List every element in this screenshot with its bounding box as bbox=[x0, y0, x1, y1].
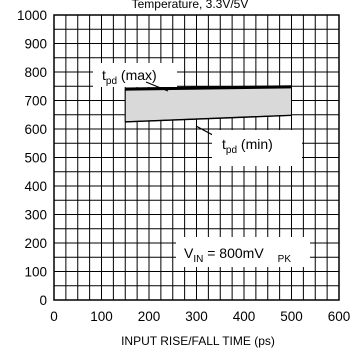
tick-labels: 0 100 200 300 400 500 600 0 100 200 300 400 500 600 70… bbox=[17, 8, 350, 324]
x-tick-label: 600 bbox=[328, 309, 351, 324]
chart-top-cut-text: Temperature, 3.3V/5V bbox=[132, 0, 249, 11]
tpd-max-annotation: tpd (max) bbox=[93, 63, 177, 92]
y-tick-label: 600 bbox=[24, 122, 47, 137]
x-tick-label: 0 bbox=[50, 309, 58, 324]
x-tick-label: 400 bbox=[233, 309, 256, 324]
x-axis-title: INPUT RISE/FALL TIME (ps) bbox=[121, 334, 275, 348]
vin-label: VIN = 800mV PK bbox=[184, 245, 291, 265]
y-tick-label: 700 bbox=[24, 94, 47, 109]
y-tick-label: 300 bbox=[24, 208, 47, 223]
x-tick-label: 200 bbox=[138, 309, 161, 324]
y-tick-label: 1000 bbox=[17, 8, 47, 23]
y-tick-label: 800 bbox=[24, 65, 47, 80]
y-tick-label: 200 bbox=[24, 236, 47, 251]
x-tick-label: 100 bbox=[90, 309, 113, 324]
plot-border bbox=[53, 14, 340, 301]
vin-annotation: VIN = 800mV PK bbox=[176, 237, 310, 267]
y-tick-label: 500 bbox=[24, 151, 47, 166]
y-tick-label: 0 bbox=[39, 293, 47, 308]
tpd-min-line bbox=[125, 114, 292, 123]
tpd-max-pointer bbox=[145, 81, 169, 92]
x-tick-label: 300 bbox=[185, 309, 208, 324]
tpd-max-label-box bbox=[93, 63, 177, 87]
delay-band bbox=[124, 85, 292, 123]
tpd-min-label: tpd (min) bbox=[222, 136, 273, 156]
y-tick-label: 400 bbox=[24, 179, 47, 194]
plot-frame bbox=[53, 14, 340, 301]
vin-label-box bbox=[176, 237, 310, 267]
y-tick-label: 900 bbox=[24, 37, 47, 52]
x-tick-label: 500 bbox=[280, 309, 303, 324]
tpd-min-label-box bbox=[212, 130, 302, 166]
tpd-min-annotation: tpd (min) bbox=[195, 125, 302, 166]
tpd-max-label: tpd (max) bbox=[102, 67, 157, 87]
y-tick-label: 100 bbox=[24, 265, 47, 280]
tpd-max-line bbox=[125, 85, 292, 91]
